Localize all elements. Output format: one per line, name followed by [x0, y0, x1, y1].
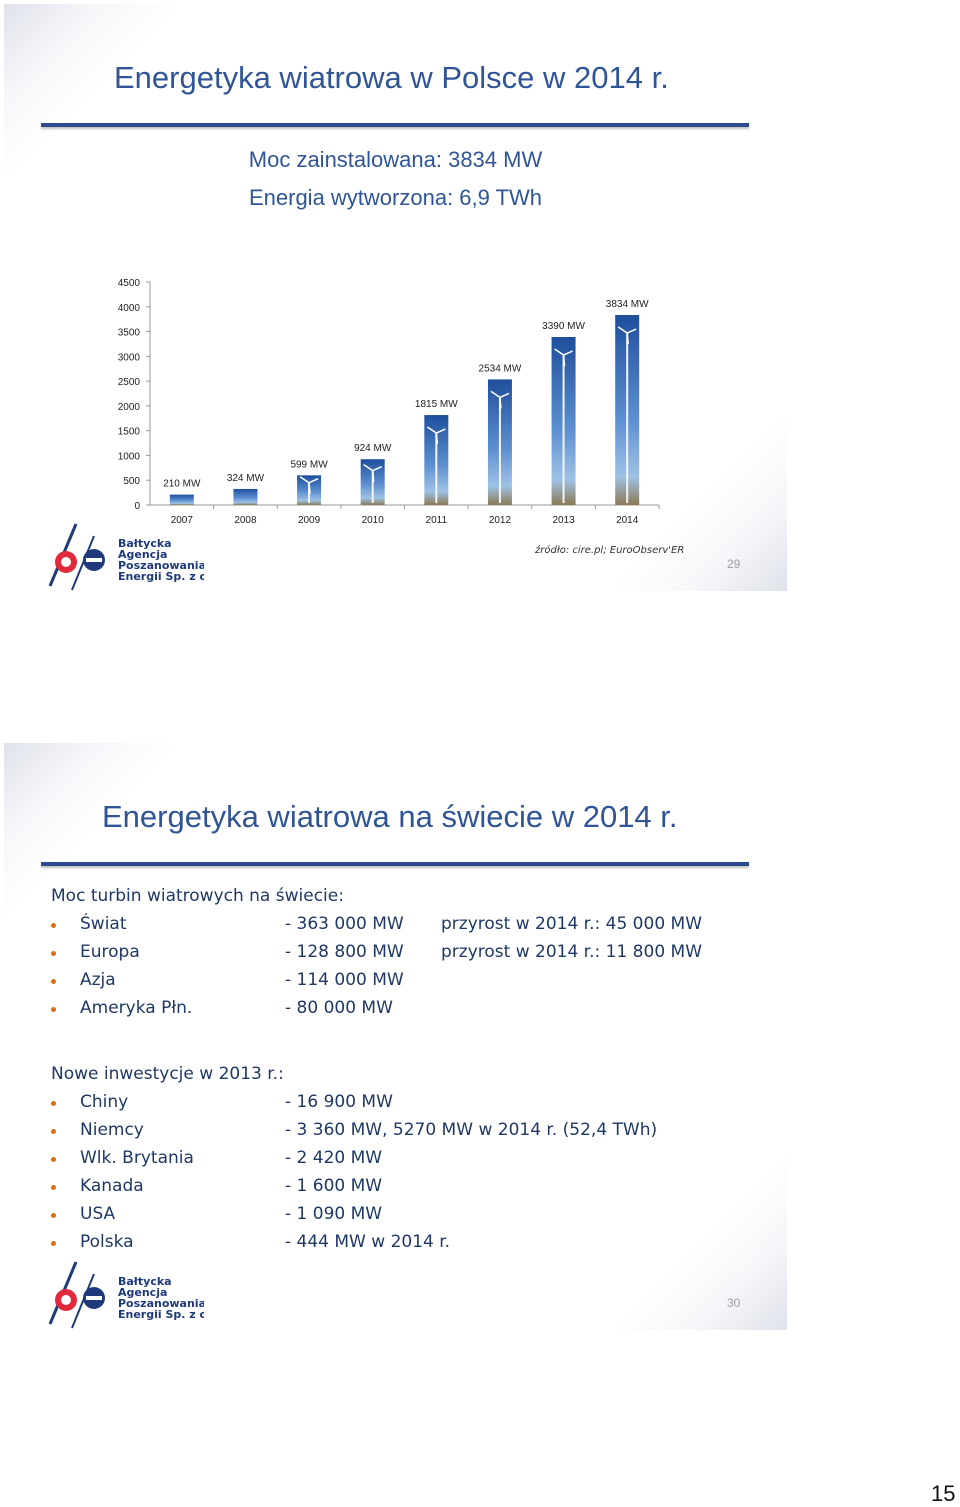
- logo-line2: Agencja: [118, 1286, 167, 1299]
- turbine-blade: [617, 326, 628, 334]
- turbine-blade: [308, 478, 319, 484]
- bullet-icon: [51, 979, 56, 984]
- title-divider: [41, 862, 749, 866]
- y-tick-label: 4500: [118, 278, 141, 289]
- y-tick-label: 3000: [118, 352, 141, 363]
- turbine-blade: [299, 476, 310, 484]
- turbine-blade: [490, 390, 501, 399]
- data-label: 324 MW: [227, 473, 265, 484]
- turbine-blade: [372, 465, 382, 472]
- turbine-blade: [426, 426, 437, 434]
- turbine-blade: [308, 482, 311, 494]
- turbine-blade: [626, 328, 637, 334]
- data-label: 2534 MW: [479, 363, 522, 374]
- bullet-icon: [51, 1101, 56, 1106]
- x-tick-label: 2009: [298, 515, 321, 526]
- data-label: 210 MW: [163, 479, 201, 490]
- bar: [233, 488, 258, 505]
- turbine-blade: [554, 348, 564, 356]
- turbine-blade: [371, 470, 375, 482]
- slide-30: Energetyka wiatrowa na świecie w 2014 r.…: [4, 743, 787, 1330]
- document-page-number: 15: [931, 1481, 956, 1506]
- x-tick-label: 2011: [426, 515, 448, 526]
- x-tick-label: 2012: [489, 515, 512, 526]
- bullet-icon: [51, 923, 56, 928]
- turbine-blade: [563, 350, 573, 356]
- source-note: źródło: cire.pl; EuroObserv'ER: [535, 545, 685, 556]
- bape-logo: Bałtycka Agencja Poszanowania Energii Sp…: [44, 1260, 223, 1330]
- bullet-icon: [51, 1007, 56, 1012]
- y-tick-label: 500: [123, 476, 140, 487]
- y-tick-label: 1500: [118, 427, 141, 438]
- y-tick-label: 2000: [118, 402, 141, 413]
- turbine-blade: [435, 432, 439, 445]
- logo-line4: Energii Sp. z o.o.: [118, 570, 204, 583]
- turbine-blade: [499, 397, 502, 409]
- turbine-blade: [436, 428, 446, 434]
- data-label: 3390 MW: [542, 321, 585, 332]
- turbine-blade: [562, 354, 566, 367]
- y-tick-label: 3500: [118, 328, 141, 339]
- logo-line1: Bałtycka: [118, 1275, 172, 1288]
- slide-29: Energetyka wiatrowa w Polsce w 2014 r. M…: [4, 4, 787, 591]
- page-number: 29: [727, 557, 741, 571]
- bape-logo: Bałtycka Agencja Poszanowania Energii Sp…: [44, 522, 223, 591]
- logo-line1: Bałtycka: [118, 537, 172, 550]
- bullet-icon: [51, 951, 56, 956]
- energy-produced-text: Energia wytworzona: 6,9 TWh: [248, 185, 543, 210]
- x-tick-label: 2013: [552, 515, 575, 526]
- bullet-icon: [51, 1157, 56, 1162]
- y-tick-label: 1000: [118, 451, 141, 462]
- capacity-chart: 0 500 1000 1500 2000 2500 3000 3500 4000 4500 2007…: [94, 264, 694, 534]
- logo-line3: Poszanowania: [118, 1297, 204, 1310]
- x-tick-label: 2010: [362, 515, 385, 526]
- data-label: 3834 MW: [606, 299, 649, 310]
- y-tick-label: 0: [134, 501, 140, 512]
- slide-title: Energetyka wiatrowa w Polsce w 2014 r.: [114, 60, 669, 95]
- logo-line3: Poszanowania: [118, 559, 204, 572]
- data-label: 1815 MW: [415, 399, 458, 410]
- turbine-blade: [499, 392, 510, 399]
- page-number: 30: [727, 1296, 741, 1310]
- bullet-icon: [51, 1213, 56, 1218]
- world-capacity-heading: Moc turbin wiatrowych na świecie:: [51, 886, 344, 906]
- x-tick-label: 2007: [171, 515, 194, 526]
- installed-capacity-text: Moc zainstalowana: 3834 MW: [248, 147, 543, 172]
- turbine-blade: [363, 464, 374, 472]
- new-investments-heading: Nowe inwestycje w 2013 r.:: [51, 1064, 284, 1084]
- slide-title: Energetyka wiatrowa na świecie w 2014 r.: [102, 799, 678, 834]
- y-tick-label: 2500: [118, 377, 141, 388]
- x-tick-label: 2014: [616, 515, 639, 526]
- bar: [169, 494, 194, 505]
- bullet-icon: [51, 1241, 56, 1246]
- data-label: 599 MW: [290, 459, 328, 470]
- y-tick-label: 4000: [118, 303, 141, 314]
- data-label: 924 MW: [354, 443, 392, 454]
- bullet-icon: [51, 1185, 56, 1190]
- title-divider: [41, 123, 749, 127]
- turbine-blade: [626, 332, 629, 345]
- logo-line2: Agencja: [118, 548, 167, 561]
- bullet-icon: [51, 1129, 56, 1134]
- logo-line4: Energii Sp. z o.o.: [118, 1308, 204, 1321]
- x-tick-label: 2008: [234, 515, 257, 526]
